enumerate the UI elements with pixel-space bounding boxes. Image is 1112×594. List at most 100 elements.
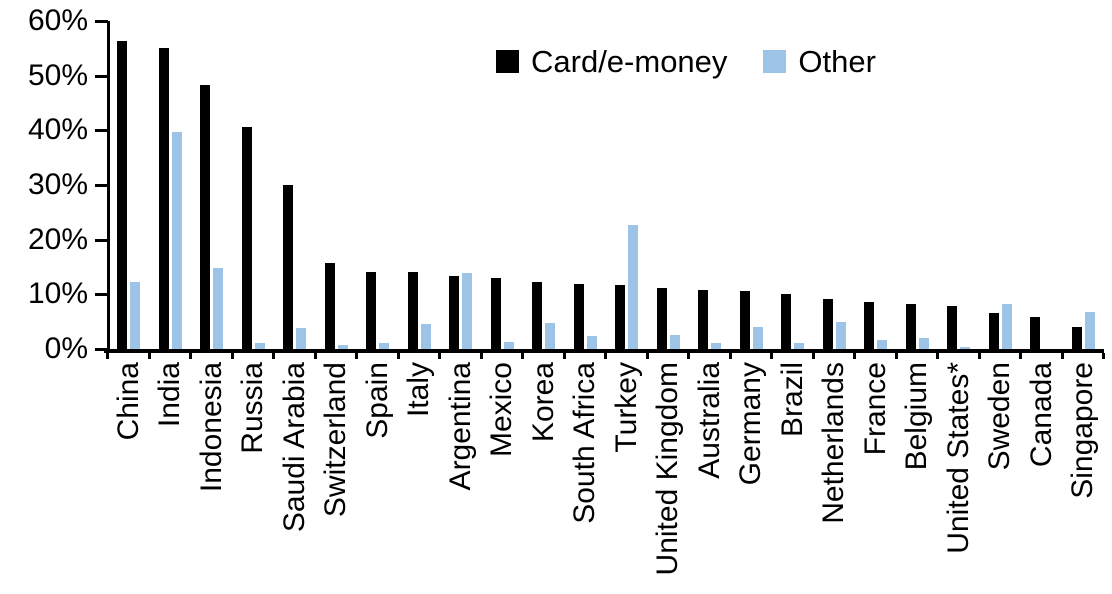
bar-card-emoney — [158, 47, 169, 349]
bar-card-emoney — [864, 302, 874, 349]
bar-other — [1001, 304, 1012, 349]
x-axis-label-text: Brazil — [775, 362, 809, 438]
x-tick-mark — [604, 353, 607, 359]
x-tick-mark — [687, 353, 690, 359]
x-tick-mark — [189, 353, 192, 359]
bar-group — [407, 0, 431, 349]
x-axis-label: Mexico — [482, 362, 522, 592]
bar-group — [947, 0, 970, 349]
x-axis-label: Netherlands — [814, 362, 854, 592]
x-axis-label: Korea — [524, 362, 564, 592]
x-axis-line — [104, 349, 1104, 353]
legend-swatch-card-emoney — [496, 50, 519, 73]
x-tick-mark — [396, 353, 400, 359]
bar-card-emoney — [283, 185, 293, 349]
bar-other — [545, 322, 555, 349]
x-axis-label: Saudi Arabia — [275, 362, 315, 592]
x-axis-label: Spain — [358, 362, 398, 592]
x-axis-label-text: South Africa — [568, 362, 601, 524]
bar-group — [781, 0, 804, 349]
bar-card-emoney — [739, 291, 750, 349]
y-tick-label: 0% — [44, 332, 88, 365]
bar-group — [1071, 0, 1095, 349]
x-axis-label-text: China — [111, 362, 145, 441]
legend-swatch-other — [763, 50, 787, 73]
bar-group — [241, 0, 265, 349]
bar-card-emoney — [532, 281, 542, 349]
x-tick-mark — [562, 353, 566, 359]
bar-card-emoney — [988, 312, 999, 349]
x-tick-mark — [894, 353, 898, 359]
bar-group — [490, 0, 514, 349]
x-tick-mark — [645, 353, 649, 359]
x-axis-label-text: India — [153, 362, 186, 428]
bar-other — [420, 323, 431, 349]
bar-other — [752, 327, 763, 349]
bar-card-emoney — [781, 293, 791, 349]
x-tick-mark — [1102, 353, 1105, 359]
x-tick-mark — [479, 353, 483, 359]
plot-area — [107, 0, 1107, 349]
bar-other — [669, 334, 680, 349]
x-tick-mark — [230, 353, 234, 359]
legend-label-other: Other — [798, 44, 876, 79]
x-axis-label: Singapore — [1063, 362, 1103, 592]
bar-group — [822, 0, 846, 349]
x-axis-label-text: Singapore — [1066, 362, 1099, 499]
bar-group — [366, 0, 389, 349]
bar-card-emoney — [1030, 316, 1040, 349]
bar-group — [573, 0, 597, 349]
x-axis-label-text: Italy — [402, 362, 435, 418]
x-axis-label: Canada — [1022, 362, 1062, 592]
x-axis-label: China — [109, 362, 149, 592]
x-axis-label: Italy — [399, 362, 439, 592]
x-axis-label: Russia — [233, 362, 273, 592]
bar-card-emoney — [241, 127, 252, 349]
x-axis-label: United Kingdom — [648, 362, 688, 592]
x-axis-label-text: Canada — [1024, 362, 1058, 468]
x-axis-label-text: Belgium — [900, 362, 933, 471]
bar-other — [503, 341, 514, 349]
bar-card-emoney — [947, 305, 957, 349]
bar-other — [586, 335, 597, 349]
bar-card-emoney — [1071, 327, 1082, 349]
x-tick-mark — [936, 353, 939, 359]
bar-card-emoney — [117, 41, 127, 349]
x-axis-label: Belgium — [897, 362, 937, 592]
x-tick-mark — [106, 353, 109, 359]
x-axis-label-text: Indonesia — [194, 362, 228, 493]
x-tick-mark — [853, 353, 856, 359]
bar-card-emoney — [573, 283, 584, 349]
x-axis-label-text: Netherlands — [817, 362, 850, 524]
y-tick-label: 40% — [27, 113, 88, 147]
legend-item-card-emoney: Card/e-money — [496, 46, 727, 77]
bar-group — [158, 0, 182, 349]
x-tick-mark — [977, 353, 981, 359]
bar-other — [1084, 311, 1095, 349]
bar-other — [462, 273, 472, 349]
y-tick-mark — [95, 293, 108, 297]
bar-other — [918, 338, 929, 349]
y-axis-line — [107, 21, 110, 353]
x-tick-mark — [438, 353, 441, 359]
x-axis-label-text: Sweden — [983, 362, 1016, 471]
x-axis-label-text: Korea — [526, 362, 560, 443]
x-axis-label: Germany — [731, 362, 771, 592]
y-tick-mark — [95, 20, 108, 23]
bar-card-emoney — [407, 271, 418, 349]
bar-other — [337, 345, 348, 349]
x-axis-label-text: United States* — [941, 362, 975, 554]
x-tick-mark — [1060, 353, 1064, 359]
bar-group — [532, 0, 555, 349]
x-axis-label-text: Saudi Arabia — [277, 362, 311, 533]
bar-card-emoney — [449, 275, 459, 349]
y-tick-mark — [95, 348, 108, 351]
x-tick-mark — [811, 353, 815, 359]
x-axis-label: United States* — [939, 362, 979, 592]
x-tick-mark — [770, 353, 773, 359]
y-tick-label: 60% — [27, 4, 88, 37]
y-tick-label: 10% — [27, 277, 88, 311]
bar-other — [711, 343, 721, 349]
x-axis-label: Switzerland — [316, 362, 356, 592]
bar-card-emoney — [490, 277, 501, 349]
